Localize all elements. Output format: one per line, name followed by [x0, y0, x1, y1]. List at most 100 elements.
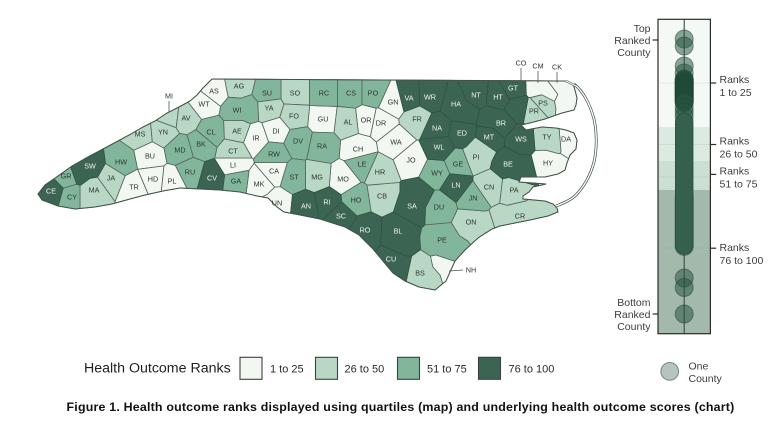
svg-text:IR: IR: [252, 134, 259, 143]
svg-text:CO: CO: [516, 59, 527, 68]
svg-text:WY: WY: [431, 169, 443, 178]
svg-text:MK: MK: [254, 180, 265, 189]
svg-text:MS: MS: [135, 130, 146, 139]
svg-text:Bottom: Bottom: [617, 297, 651, 309]
svg-text:26 to 50: 26 to 50: [345, 364, 385, 376]
svg-text:HO: HO: [351, 196, 362, 205]
svg-text:Ranks: Ranks: [720, 166, 750, 178]
svg-text:MD: MD: [174, 146, 185, 155]
svg-text:CB: CB: [377, 192, 387, 201]
svg-text:SC: SC: [336, 212, 346, 221]
svg-text:GU: GU: [318, 115, 329, 124]
svg-text:Ranked: Ranked: [614, 309, 650, 321]
svg-text:1 to 25: 1 to 25: [720, 87, 752, 99]
svg-text:HR: HR: [375, 168, 385, 177]
svg-text:BL: BL: [394, 227, 403, 236]
svg-text:PE: PE: [437, 236, 447, 245]
svg-text:NH: NH: [466, 266, 476, 275]
svg-text:HA: HA: [451, 100, 461, 109]
svg-text:DU: DU: [434, 203, 444, 212]
svg-text:WI: WI: [233, 106, 242, 115]
svg-text:PS: PS: [538, 99, 548, 108]
svg-text:HW: HW: [115, 158, 127, 167]
svg-text:WR: WR: [424, 93, 436, 102]
svg-text:26 to 50: 26 to 50: [720, 149, 758, 161]
svg-text:MI: MI: [165, 92, 173, 101]
svg-text:GR: GR: [61, 172, 72, 181]
svg-text:One: One: [689, 361, 709, 373]
svg-text:FR: FR: [412, 115, 422, 124]
svg-text:GN: GN: [388, 98, 399, 107]
svg-text:BK: BK: [196, 140, 206, 149]
svg-text:Health Outcome Ranks: Health Outcome Ranks: [84, 361, 231, 377]
svg-text:WL: WL: [434, 143, 445, 152]
svg-text:GA: GA: [231, 177, 242, 186]
svg-text:RW: RW: [268, 150, 280, 159]
svg-text:SO: SO: [290, 89, 301, 98]
svg-text:CS: CS: [346, 89, 356, 98]
svg-text:CU: CU: [386, 255, 396, 264]
svg-text:GE: GE: [453, 160, 464, 169]
svg-text:PA: PA: [509, 186, 518, 195]
svg-text:WA: WA: [390, 138, 402, 147]
svg-text:NT: NT: [471, 91, 481, 100]
svg-text:AN: AN: [301, 202, 311, 211]
svg-text:OR: OR: [361, 116, 372, 125]
svg-text:BS: BS: [415, 269, 425, 278]
svg-text:CR: CR: [515, 212, 525, 221]
svg-text:SW: SW: [84, 162, 96, 171]
svg-text:RI: RI: [323, 198, 330, 207]
svg-text:TR: TR: [129, 183, 139, 192]
svg-text:DR: DR: [376, 119, 386, 128]
svg-text:HD: HD: [148, 175, 158, 184]
svg-text:Ranked: Ranked: [614, 35, 650, 47]
svg-text:YN: YN: [158, 128, 168, 137]
svg-text:SU: SU: [262, 89, 272, 98]
svg-text:CE: CE: [46, 187, 56, 196]
svg-text:MT: MT: [484, 133, 495, 142]
svg-text:DI: DI: [272, 127, 279, 136]
svg-text:County: County: [617, 321, 651, 333]
svg-text:PO: PO: [368, 89, 379, 98]
svg-text:ED: ED: [457, 129, 467, 138]
svg-text:Ranks: Ranks: [720, 242, 750, 254]
svg-text:UN: UN: [272, 199, 282, 208]
svg-text:AE: AE: [232, 127, 242, 136]
svg-text:JO: JO: [406, 156, 416, 165]
svg-text:RC: RC: [319, 89, 329, 98]
svg-text:County: County: [689, 373, 723, 385]
svg-text:County: County: [617, 47, 651, 59]
svg-text:WS: WS: [515, 135, 527, 144]
svg-text:51 to 75: 51 to 75: [427, 364, 467, 376]
svg-text:CN: CN: [484, 183, 494, 192]
svg-text:BR: BR: [496, 119, 506, 128]
svg-text:Ranks: Ranks: [720, 74, 750, 86]
svg-text:SA: SA: [407, 202, 417, 211]
svg-text:CH: CH: [353, 145, 363, 154]
svg-text:CT: CT: [228, 147, 238, 156]
svg-text:PI: PI: [473, 153, 480, 162]
svg-text:CY: CY: [67, 193, 77, 202]
svg-text:MO: MO: [337, 175, 349, 184]
svg-text:VA: VA: [404, 94, 413, 103]
svg-text:51 to 75: 51 to 75: [720, 179, 758, 191]
svg-text:BE: BE: [503, 160, 513, 169]
svg-text:76 to 100: 76 to 100: [720, 255, 764, 267]
svg-text:CV: CV: [207, 174, 217, 183]
svg-text:AL: AL: [344, 118, 353, 127]
svg-text:AG: AG: [234, 82, 245, 91]
svg-text:WT: WT: [198, 100, 210, 109]
svg-text:HT: HT: [493, 93, 503, 102]
svg-text:RU: RU: [185, 168, 195, 177]
svg-text:JN: JN: [469, 194, 478, 203]
svg-text:JA: JA: [107, 174, 116, 183]
svg-text:1 to 25: 1 to 25: [270, 364, 304, 376]
svg-text:MG: MG: [311, 173, 323, 182]
svg-text:CL: CL: [206, 128, 215, 137]
svg-text:HY: HY: [543, 159, 553, 168]
svg-text:ON: ON: [466, 218, 477, 227]
svg-text:ST: ST: [289, 173, 299, 182]
svg-text:GT: GT: [508, 84, 519, 93]
svg-text:CK: CK: [552, 63, 562, 72]
svg-text:DV: DV: [293, 137, 303, 146]
